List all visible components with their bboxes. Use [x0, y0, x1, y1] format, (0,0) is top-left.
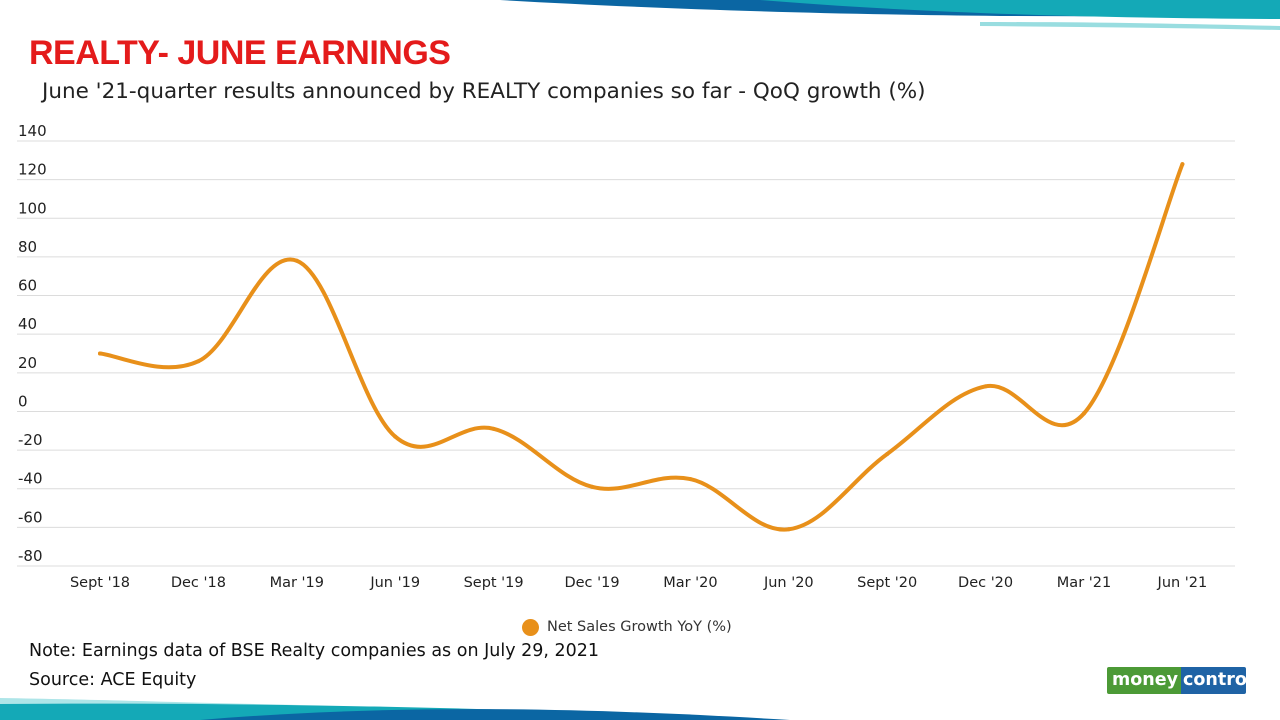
y-tick-label: -40 — [18, 470, 43, 488]
x-tick-label: Mar '19 — [270, 575, 324, 591]
data-point — [98, 351, 102, 356]
legend: Net Sales Growth YoY (%) — [522, 617, 732, 637]
legend-marker — [522, 618, 539, 636]
data-point — [983, 384, 988, 389]
y-tick-label: 100 — [18, 199, 47, 217]
gridlines — [17, 140, 1235, 567]
y-tick-label: 120 — [18, 161, 47, 179]
x-tick-label: Jun '21 — [1157, 575, 1208, 591]
data-point — [688, 477, 693, 482]
x-tick-label: Dec '20 — [958, 575, 1013, 591]
x-axis-ticks: Sept '18 Dec '18 Mar '19 Jun '19 Sept '19 Dec… — [70, 575, 1207, 591]
data-point — [294, 258, 299, 263]
note-text: Note: Earnings data of BSE Realty compan… — [29, 641, 600, 661]
moneycontrol-logo: money control — [1107, 667, 1246, 694]
y-tick-label: 60 — [18, 277, 37, 295]
source-text: Source: ACE Equity — [29, 670, 197, 690]
data-point — [1180, 162, 1185, 167]
data-point — [1082, 411, 1086, 416]
y-tick-label: 140 — [18, 122, 47, 140]
y-tick-label: -80 — [18, 547, 43, 565]
x-tick-label: Sept '19 — [464, 575, 524, 591]
chart-subtitle: June '21-quarter results announced by RE… — [42, 79, 926, 104]
x-tick-label: Sept '20 — [857, 575, 917, 591]
x-tick-label: Jun '19 — [369, 575, 420, 591]
logo-part-control: control — [1181, 667, 1246, 694]
y-tick-label: -60 — [18, 508, 43, 526]
data-point — [393, 434, 398, 439]
y-tick-label: 20 — [18, 354, 37, 372]
x-tick-label: Mar '20 — [663, 575, 717, 591]
x-tick-label: Dec '18 — [171, 575, 226, 591]
logo-part-money: money — [1107, 667, 1181, 694]
x-tick-label: Jun '20 — [763, 575, 814, 591]
y-tick-label: 0 — [18, 392, 28, 410]
data-point — [885, 451, 890, 456]
x-tick-label: Sept '18 — [70, 575, 130, 591]
y-axis-ticks: 140 120 100 80 60 40 20 0 -20 -40 -60 -80 — [18, 122, 47, 565]
page-title: REALTY- JUNE EARNINGS — [29, 34, 451, 72]
legend-label: Net Sales Growth YoY (%) — [547, 619, 732, 635]
x-tick-label: Dec '19 — [564, 575, 619, 591]
data-point — [786, 527, 791, 532]
series-layer — [98, 162, 1185, 532]
y-tick-label: 40 — [18, 315, 37, 333]
data-point — [196, 359, 201, 364]
y-tick-label: -20 — [18, 431, 43, 449]
data-point — [491, 426, 496, 431]
series-line-0 — [98, 162, 1185, 532]
x-tick-label: Mar '21 — [1057, 575, 1111, 591]
y-tick-label: 80 — [18, 238, 37, 256]
data-point — [590, 484, 594, 489]
